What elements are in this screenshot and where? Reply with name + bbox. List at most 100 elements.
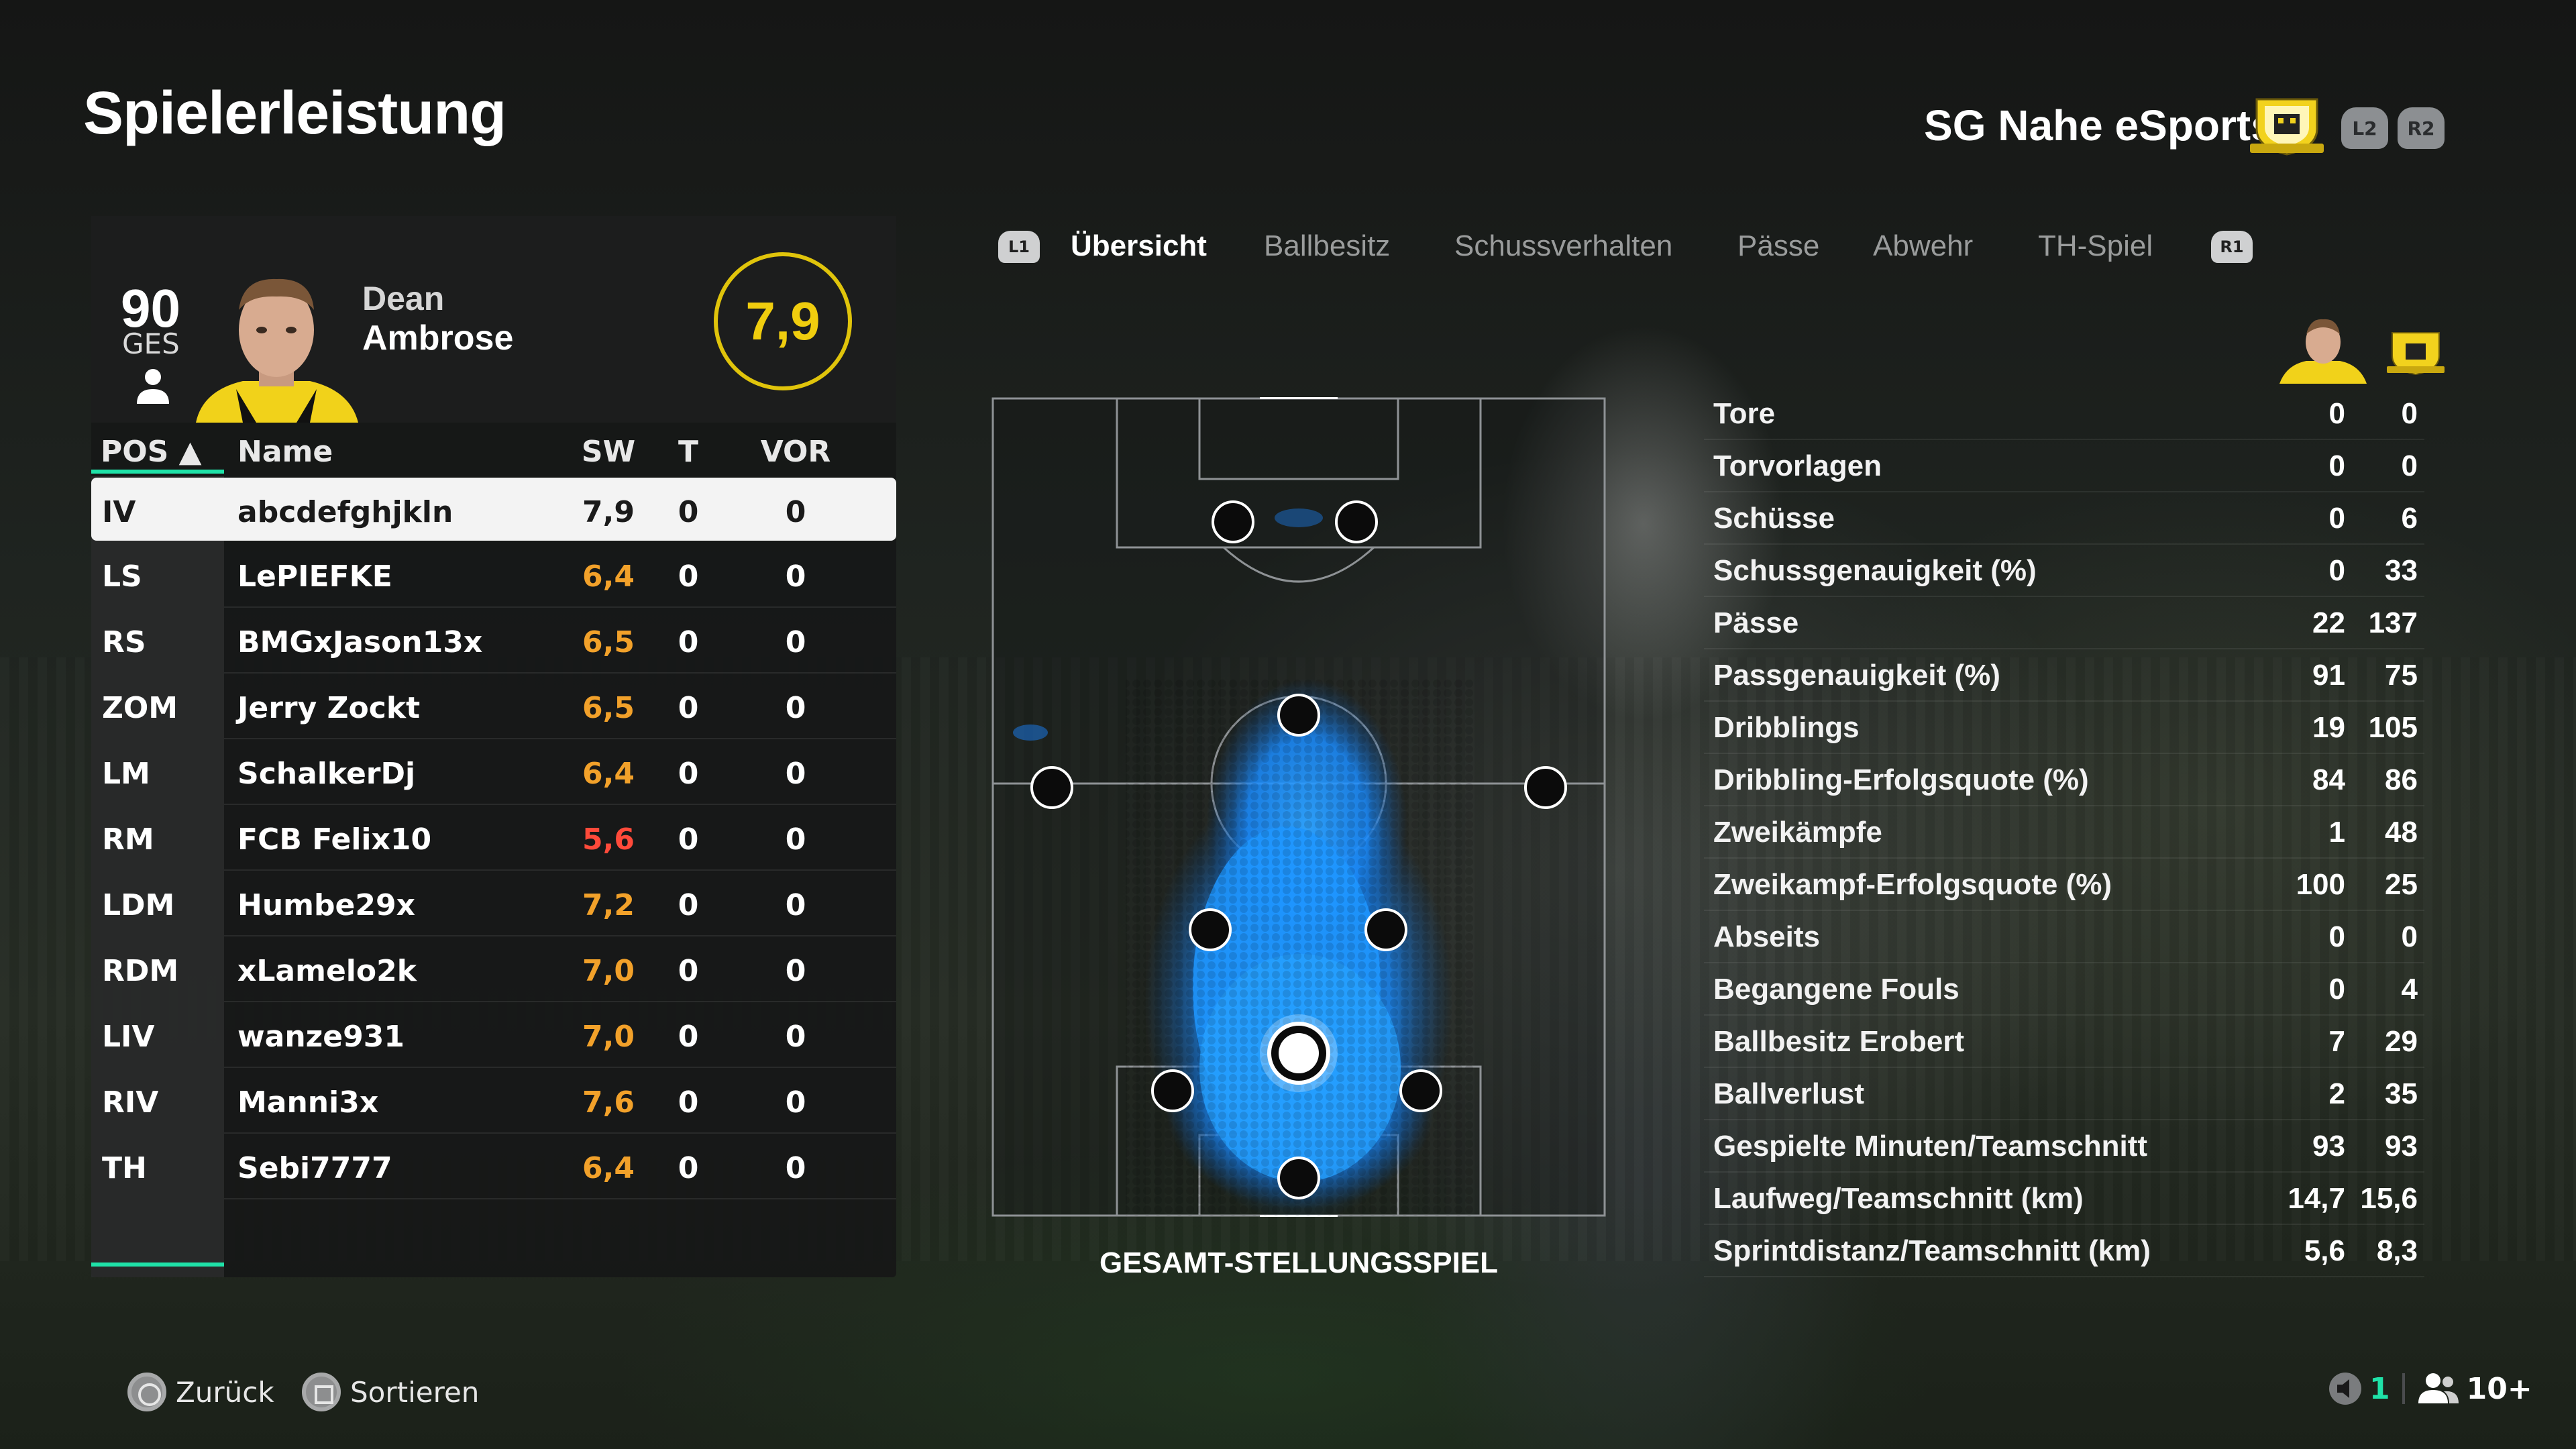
row-rating: 7,0 (582, 1020, 635, 1054)
row-goals: 0 (678, 822, 699, 857)
square-button-icon (302, 1373, 341, 1411)
stat-label: Tore (1713, 397, 1776, 430)
team-column-crest-icon (2387, 332, 2445, 376)
l1-button[interactable]: L1 (998, 231, 1040, 263)
row-goals: 0 (678, 954, 699, 988)
stat-player-value: 0 (2328, 397, 2345, 430)
overall-rating: 90 (121, 278, 180, 338)
table-row[interactable]: ZOM Jerry Zockt 6,5 0 0 (91, 674, 896, 739)
header-sw[interactable]: SW (581, 435, 636, 469)
stat-row: Zweikampf-Erfolgsquote (%) 100 25 (1704, 859, 2424, 911)
page-title: Spielerleistung (83, 80, 506, 147)
tab-ballbesitz[interactable]: Ballbesitz (1264, 229, 1391, 262)
tab-paesse[interactable]: Pässe (1737, 229, 1820, 262)
stat-row: Dribblings 19 105 (1704, 702, 2424, 754)
row-assists: 0 (785, 757, 806, 791)
r1-button[interactable]: R1 (2211, 231, 2253, 263)
stat-team-value: 8,3 (2376, 1234, 2418, 1267)
mic-count: 1 (2369, 1371, 2390, 1406)
stat-team-value: 0 (2401, 920, 2418, 953)
row-player-name: LePIEFKE (237, 559, 392, 594)
row-position: IV (102, 495, 136, 529)
stat-player-value: 5,6 (2304, 1234, 2345, 1267)
row-assists: 0 (785, 888, 806, 922)
stat-label: Laufweg/Teamschnitt (km) (1713, 1182, 2084, 1215)
teammate-marker (1277, 1157, 1320, 1199)
header-pos[interactable]: POS ▲ (101, 435, 202, 469)
overall-label: GES (122, 327, 180, 360)
teammate-marker (1212, 500, 1254, 543)
stat-label: Ballbesitz Erobert (1713, 1025, 1965, 1058)
row-position: RM (102, 822, 154, 857)
table-row[interactable]: LM SchalkerDj 6,4 0 0 (91, 739, 896, 805)
sort-indicator (91, 470, 224, 474)
row-rating: 6,5 (582, 691, 635, 725)
table-row[interactable]: RM FCB Felix10 5,6 0 0 (91, 805, 896, 871)
table-row[interactable]: LIV wanze931 7,0 0 0 (91, 1002, 896, 1068)
stat-team-value: 0 (2401, 397, 2418, 430)
tab-abwehr[interactable]: Abwehr (1873, 229, 1974, 262)
tab-th-spiel[interactable]: TH-Spiel (2038, 229, 2153, 262)
stat-team-value: 33 (2385, 554, 2418, 587)
sort-button[interactable]: Sortieren (302, 1373, 479, 1411)
tab-schussverhalten[interactable]: Schussverhalten (1454, 229, 1673, 262)
player-last-name: Ambrose (362, 319, 514, 358)
pitch-caption: GESAMT-STELLUNGSSPIEL (1099, 1246, 1499, 1279)
stat-label: Abseits (1713, 920, 1820, 953)
teammate-marker (1151, 1069, 1194, 1112)
stat-player-value: 0 (2328, 554, 2345, 587)
r2-button[interactable]: R2 (2398, 107, 2445, 149)
table-row[interactable]: RIV Manni3x 7,6 0 0 (91, 1068, 896, 1134)
header-vor[interactable]: VOR (760, 435, 831, 469)
back-label: Zurück (176, 1375, 274, 1409)
teammate-marker (1399, 1069, 1442, 1112)
stat-player-value: 0 (2328, 502, 2345, 535)
row-assists: 0 (785, 1085, 806, 1120)
row-player-name: Humbe29x (237, 888, 415, 922)
row-position: LIV (102, 1020, 155, 1054)
table-row[interactable]: RS BMGxJason13x 6,5 0 0 (91, 608, 896, 674)
table-row[interactable]: RDM xLamelo2k 7,0 0 0 (91, 936, 896, 1002)
stat-player-value: 84 (2312, 763, 2345, 796)
header-t[interactable]: T (678, 435, 698, 469)
row-player-name: Manni3x (237, 1085, 379, 1120)
stat-row: Dribbling-Erfolgsquote (%) 84 86 (1704, 754, 2424, 806)
table-row[interactable]: TH Sebi7777 6,4 0 0 (91, 1134, 896, 1199)
stat-row: Pässe 22 137 (1704, 597, 2424, 649)
players-count: 10+ (2466, 1371, 2532, 1406)
stat-team-value: 86 (2385, 763, 2418, 796)
table-row[interactable]: IV abcdefghjkln 7,9 0 0 (91, 478, 896, 541)
stat-label: Passgenauigkeit (%) (1713, 659, 2000, 692)
selected-player-marker (1260, 1014, 1338, 1092)
row-rating: 5,6 (582, 822, 635, 857)
sort-label: Sortieren (350, 1375, 480, 1409)
row-rating: 6,4 (582, 757, 635, 791)
tab-uebersicht[interactable]: Übersicht (1071, 229, 1207, 262)
header-name[interactable]: Name (237, 435, 333, 469)
stat-row: Torvorlagen 0 0 (1704, 440, 2424, 492)
stat-player-value: 0 (2328, 973, 2345, 1006)
stat-team-value: 4 (2401, 973, 2418, 1006)
stat-label: Pässe (1713, 606, 1799, 639)
row-assists: 0 (785, 1020, 806, 1054)
player-column-icon (2279, 319, 2367, 384)
stat-player-value: 0 (2328, 920, 2345, 953)
status-area: 1 10+ (2328, 1371, 2532, 1406)
table-row[interactable]: LDM Humbe29x 7,2 0 0 (91, 871, 896, 936)
stat-player-value: 22 (2312, 606, 2345, 639)
stat-label: Begangene Fouls (1713, 973, 1960, 1006)
row-assists: 0 (785, 822, 806, 857)
stat-label: Schüsse (1713, 502, 1835, 535)
teammate-marker (1189, 908, 1232, 951)
l2-button[interactable]: L2 (2341, 107, 2388, 149)
back-button[interactable]: Zurück (127, 1373, 274, 1411)
stat-player-value: 91 (2312, 659, 2345, 692)
stat-player-value: 14,7 (2288, 1182, 2345, 1215)
scroll-indicator (91, 1263, 224, 1267)
stat-row: Zweikämpfe 1 48 (1704, 806, 2424, 859)
stat-label: Ballverlust (1713, 1077, 1864, 1110)
row-assists: 0 (785, 625, 806, 659)
stat-row: Begangene Fouls 0 4 (1704, 963, 2424, 1016)
stat-row: Sprintdistanz/Teamschnitt (km) 5,6 8,3 (1704, 1225, 2424, 1277)
table-row[interactable]: LS LePIEFKE 6,4 0 0 (91, 542, 896, 608)
